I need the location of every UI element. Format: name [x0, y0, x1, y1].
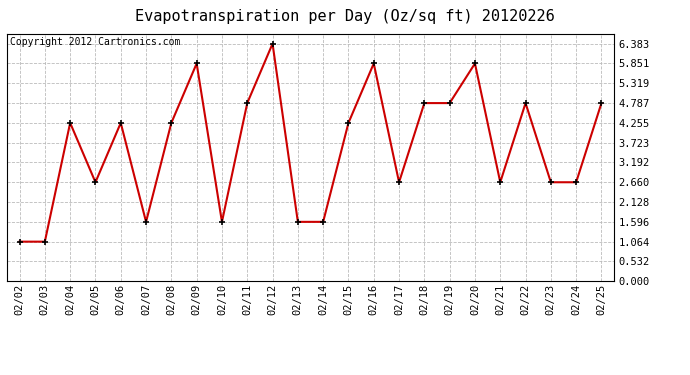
Text: Copyright 2012 Cartronics.com: Copyright 2012 Cartronics.com — [10, 38, 180, 48]
Text: Evapotranspiration per Day (Oz/sq ft) 20120226: Evapotranspiration per Day (Oz/sq ft) 20… — [135, 9, 555, 24]
